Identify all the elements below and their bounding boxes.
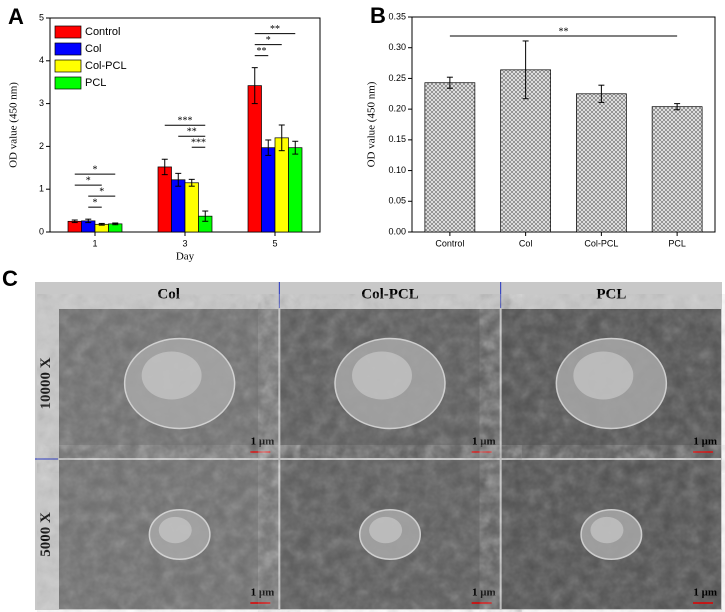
- y-tick-label: 4: [39, 55, 44, 65]
- significance-label: **: [559, 26, 569, 37]
- y-axis-label: OD value (450 nm): [8, 82, 20, 168]
- significance-label: ***: [191, 138, 206, 149]
- y-tick-label: 0: [39, 226, 44, 236]
- y-tick-label: 0.10: [388, 165, 406, 175]
- cell-highlight: [573, 351, 634, 400]
- bar: [247, 85, 262, 233]
- x-tick-label: 3: [182, 238, 187, 248]
- y-tick-label: 2: [39, 141, 44, 151]
- scale-bar-label: 1 μm: [251, 436, 275, 448]
- legend-label: Control: [85, 26, 120, 38]
- column-header: PCL: [596, 286, 626, 302]
- bar: [184, 182, 199, 233]
- y-tick-label: 0.05: [388, 196, 406, 206]
- significance-label: *: [99, 186, 104, 197]
- plot-frame: [411, 16, 716, 233]
- column-header: Col-PCL: [361, 286, 419, 302]
- bar: [274, 137, 289, 233]
- y-axis-label: OD value (450 nm): [366, 81, 378, 167]
- row-header: 5000 X: [38, 512, 54, 557]
- bar: [157, 166, 172, 233]
- panel-label: A: [8, 4, 24, 29]
- y-tick-label: 0.15: [388, 134, 406, 144]
- cell-highlight: [352, 351, 412, 400]
- y-tick-label: 5: [39, 12, 44, 22]
- legend-swatch: [54, 42, 82, 56]
- significance-label: ***: [178, 116, 193, 127]
- significance-label: *: [86, 175, 91, 186]
- bar: [288, 147, 303, 233]
- legend-label: Col: [85, 43, 102, 55]
- scale-bar-label: 1 μm: [693, 587, 717, 599]
- bar: [651, 106, 703, 233]
- y-tick-label: 0.00: [388, 226, 406, 236]
- bar: [261, 147, 276, 233]
- y-tick-label: 3: [39, 98, 44, 108]
- significance-label: *: [266, 35, 271, 46]
- significance-label: **: [187, 127, 197, 138]
- y-tick-label: 0.25: [388, 73, 406, 83]
- x-tick-label: 5: [272, 238, 277, 248]
- bar: [576, 93, 627, 233]
- cell-highlight: [590, 516, 624, 544]
- legend-swatch: [54, 59, 82, 73]
- cell-highlight: [141, 351, 202, 400]
- y-tick-label: 1: [39, 184, 44, 194]
- legend-swatch: [54, 25, 82, 39]
- significance-label: *: [93, 164, 98, 175]
- legend-swatch: [54, 76, 82, 90]
- x-axis-label: Day: [176, 251, 195, 263]
- bar: [171, 179, 186, 233]
- x-tick-label: Control: [435, 238, 464, 248]
- significance-label: *: [93, 197, 98, 208]
- scale-bar-label: 1 μm: [693, 436, 717, 448]
- row-header: 10000 X: [38, 357, 54, 409]
- scale-bar-label: 1 μm: [251, 587, 275, 599]
- significance-label: **: [270, 24, 280, 35]
- x-tick-label: Col-PCL: [584, 238, 618, 248]
- cell-highlight: [158, 516, 192, 544]
- legend-label: Col-PCL: [85, 60, 127, 72]
- cell-highlight: [369, 516, 403, 544]
- y-tick-label: 0.20: [388, 104, 406, 114]
- y-tick-label: 0.35: [388, 11, 406, 21]
- panel-label: B: [370, 3, 386, 28]
- x-tick-label: PCL: [668, 238, 686, 248]
- y-tick-label: 0.30: [388, 42, 406, 52]
- bar: [424, 82, 476, 233]
- x-tick-label: Col: [519, 238, 533, 248]
- panel-label: C: [2, 266, 18, 291]
- x-tick-label: 1: [92, 238, 97, 248]
- scale-bar-label: 1 μm: [472, 436, 496, 448]
- scale-bar-label: 1 μm: [472, 587, 496, 599]
- significance-label: **: [257, 46, 267, 57]
- legend-label: PCL: [85, 77, 106, 89]
- column-header: Col: [157, 286, 180, 302]
